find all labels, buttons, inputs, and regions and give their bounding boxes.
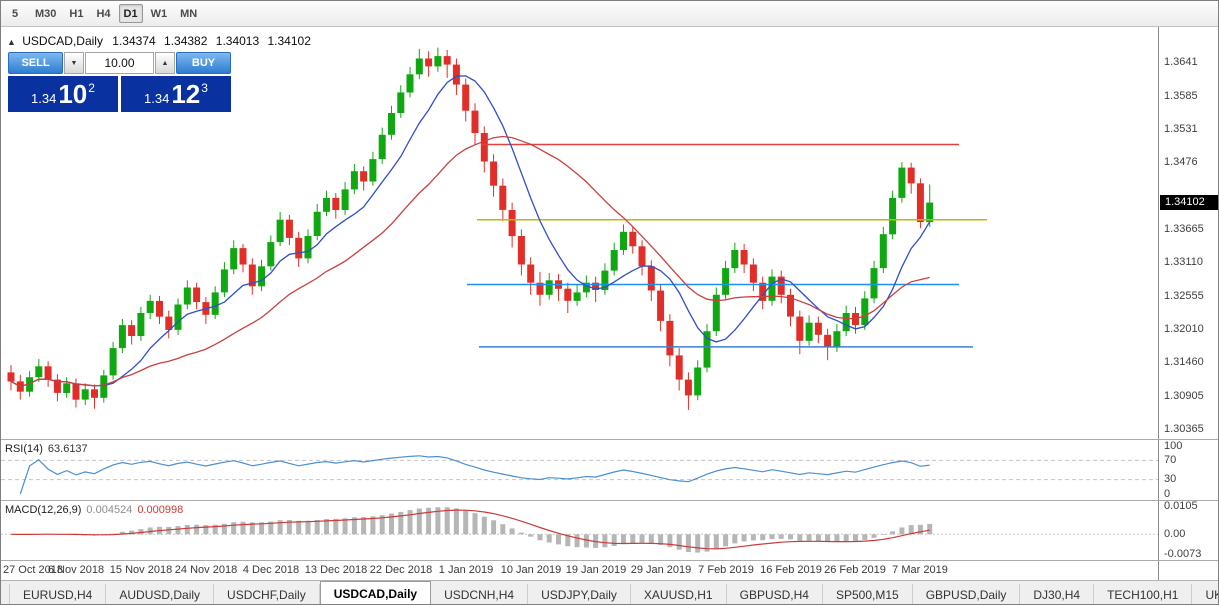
tab-audusd-daily[interactable]: AUDUSD,Daily	[106, 584, 215, 604]
price-scale-label: 1.30365	[1164, 422, 1204, 435]
rsi-scale-label: 30	[1164, 473, 1177, 486]
timeframe-button-mn[interactable]: MN	[180, 7, 198, 20]
timeframe-button-5[interactable]: 5	[11, 7, 19, 20]
buy-button[interactable]: BUY	[176, 52, 231, 74]
tab-usdcnh-h4[interactable]: USDCNH,H4	[431, 584, 529, 604]
macd-scale-label: 0.00	[1164, 527, 1186, 540]
buy-price-display[interactable]: 1.34 12 3	[121, 76, 231, 112]
sell-price-prefix: 1.34	[31, 90, 57, 106]
tab-tech100-h1[interactable]: TECH100,H1	[1094, 584, 1193, 604]
tab-gbpusd-h4[interactable]: GBPUSD,H4	[727, 584, 823, 604]
macd-scale-label: -0.0073	[1164, 547, 1202, 560]
date-axis-label: 16 Feb 2019	[760, 564, 822, 576]
date-axis-label: 15 Nov 2018	[109, 564, 173, 576]
ma-fast-line	[10, 75, 931, 388]
price-scale-label: 1.32555	[1164, 289, 1204, 302]
tab-sp500-m15[interactable]: SP500,M15	[823, 584, 913, 604]
date-axis-label: 4 Dec 2018	[242, 564, 300, 576]
date-axis-label: 1 Jan 2019	[438, 564, 494, 576]
timeframe-button-h1[interactable]: H1	[69, 7, 84, 20]
date-axis-label: 27 Oct 2018	[3, 564, 63, 576]
rsi-value: 63.6137	[47, 443, 88, 455]
chart-tab-bar: EURUSD,H4 AUDUSD,Daily USDCHF,Daily USDCAD,…	[1, 580, 1218, 604]
chart-area: ▲ USDCAD,Daily 1.34374 1.34382 1.34013 1…	[1, 27, 1218, 580]
one-click-trading-panel: SELL ▼ ▲ BUY 1.34 10 2 1.34 12 3	[8, 52, 231, 112]
price-scale-label: 1.3585	[1164, 90, 1198, 103]
buy-price-pipette: 3	[201, 81, 208, 95]
volume-decrease-icon[interactable]: ▼	[64, 52, 84, 74]
rsi-line	[19, 455, 930, 495]
rsi-scale-label: 0	[1164, 487, 1171, 500]
date-axis-label: 10 Jan 2019	[500, 564, 562, 576]
one-click-collapse-icon[interactable]: ▲	[7, 37, 16, 47]
date-axis-label: 29 Jan 2019	[630, 564, 692, 576]
timeframe-button-w1[interactable]: W1	[150, 7, 168, 20]
axis-separator	[1, 560, 1218, 561]
price-scale-label: 1.3641	[1164, 56, 1198, 69]
ohlc-close: 1.34102	[267, 34, 311, 48]
rsi-scale-label: 100	[1164, 439, 1183, 452]
macd-main-value: 0.004524	[86, 504, 133, 516]
price-scale-label: 1.32010	[1164, 322, 1204, 335]
ma-slow-line	[10, 135, 930, 388]
price-scale-label: 1.31460	[1164, 356, 1204, 369]
macd-signal-value: 0.000998	[137, 504, 184, 516]
sell-price-big: 10	[58, 79, 88, 109]
timeframe-button-m30[interactable]: M30	[35, 7, 57, 20]
panel-splitter[interactable]	[1, 439, 1218, 440]
price-scale[interactable]: 1.34102 1.3641 1.3585 1.3531 1.3476 1.33665 1…	[1158, 27, 1218, 580]
timeframe-toolbar: 5 M30 H1 H4 D1 W1 MN	[1, 1, 1218, 27]
buy-price-big: 12	[171, 79, 201, 109]
macd-scale-label: 0.0105	[1164, 499, 1198, 512]
date-axis-label: 19 Jan 2019	[565, 564, 627, 576]
tab-usdcad-daily[interactable]: USDCAD,Daily	[319, 581, 432, 604]
candlesticks	[7, 47, 934, 410]
main-chart-canvas[interactable]	[1, 27, 1158, 439]
volume-increase-icon[interactable]: ▲	[155, 52, 175, 74]
timeframe-button-d1[interactable]: D1	[118, 4, 143, 23]
date-axis-label: 7 Mar 2019	[892, 564, 948, 576]
macd-indicator-label: MACD(12,26,9) 0.004524 0.000998	[5, 504, 184, 516]
sell-price-display[interactable]: 1.34 10 2	[8, 76, 118, 112]
tab-usdchf-daily[interactable]: USDCHF,Daily	[214, 584, 320, 604]
time-axis[interactable]: 27 Oct 2018 6 Nov 2018 15 Nov 2018 24 Nov 2…	[1, 561, 1158, 580]
price-scale-label: 1.33110	[1164, 256, 1203, 269]
tab-dj30-h4[interactable]: DJ30,H4	[1020, 584, 1095, 604]
current-price-badge: 1.34102	[1160, 195, 1218, 211]
rsi-scale-label: 70	[1164, 453, 1177, 466]
date-axis-label: 13 Dec 2018	[304, 564, 368, 576]
date-axis-label: 22 Dec 2018	[369, 564, 433, 576]
panel-splitter[interactable]	[1, 500, 1218, 501]
tab-xauusd-h1[interactable]: XAUUSD,H1	[631, 584, 727, 604]
date-axis-label: 7 Feb 2019	[698, 564, 754, 576]
price-scale-label: 1.3476	[1164, 156, 1198, 169]
chart-symbol-title: ▲ USDCAD,Daily 1.34374 1.34382 1.34013 1…	[7, 34, 316, 48]
date-axis-label: 26 Feb 2019	[824, 564, 886, 576]
sell-price-pipette: 2	[88, 81, 95, 95]
price-scale-label: 1.3531	[1164, 122, 1198, 135]
tab-ukoil-h1[interactable]: UKOil,H1	[1192, 584, 1218, 604]
tab-usdjpy-daily[interactable]: USDJPY,Daily	[528, 584, 631, 604]
date-axis-label: 6 Nov 2018	[47, 564, 105, 576]
buy-price-prefix: 1.34	[144, 90, 170, 106]
ohlc-high: 1.34382	[164, 34, 208, 48]
ohlc-open: 1.34374	[112, 34, 156, 48]
symbol-period-label: USDCAD,Daily	[22, 34, 103, 48]
price-scale-label: 1.33665	[1164, 222, 1204, 235]
macd-panel-canvas[interactable]	[1, 501, 1158, 560]
macd-signal-line	[10, 509, 930, 550]
price-scale-label: 1.30905	[1164, 389, 1204, 402]
date-axis-label: 24 Nov 2018	[174, 564, 238, 576]
tab-eurusd-h4[interactable]: EURUSD,H4	[9, 584, 107, 604]
timeframe-button-h4[interactable]: H4	[96, 7, 111, 20]
rsi-indicator-label: RSI(14) 63.6137	[5, 443, 88, 455]
rsi-panel-canvas[interactable]	[1, 440, 1158, 500]
volume-input[interactable]	[85, 52, 154, 74]
tab-gbpusd-daily[interactable]: GBPUSD,Daily	[913, 584, 1021, 604]
sell-button[interactable]: SELL	[8, 52, 63, 74]
ohlc-low: 1.34013	[215, 34, 260, 48]
